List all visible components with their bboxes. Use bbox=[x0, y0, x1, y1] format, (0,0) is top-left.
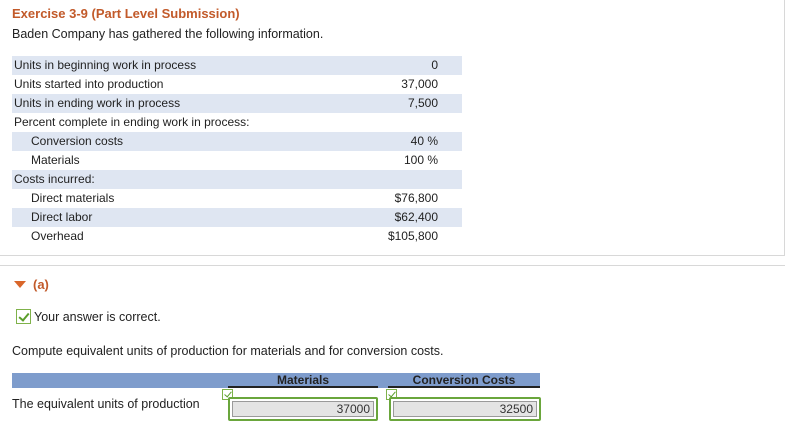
info-row-beginning-wip: Units in beginning work in process 0 bbox=[12, 56, 462, 75]
info-row-units-started: Units started into production 37,000 bbox=[12, 75, 462, 94]
part-toggle[interactable]: (a) bbox=[14, 277, 49, 292]
info-label: Direct labor bbox=[31, 210, 93, 224]
column-header-conversion-costs: Conversion Costs bbox=[388, 373, 540, 388]
info-row-conversion-costs: Conversion costs 40 % bbox=[12, 132, 462, 151]
info-label: Units in ending work in process bbox=[14, 96, 181, 110]
info-label: Direct materials bbox=[31, 191, 115, 205]
info-row-ending-wip: Units in ending work in process 7,500 bbox=[12, 94, 462, 113]
info-value: 37,000 bbox=[401, 77, 438, 91]
info-label: Overhead bbox=[31, 229, 84, 243]
info-value: $62,400 bbox=[394, 210, 438, 224]
part-panel bbox=[0, 265, 785, 433]
info-label: Units started into production bbox=[14, 77, 164, 91]
column-header-materials: Materials bbox=[228, 373, 378, 388]
triangle-down-icon[interactable] bbox=[14, 281, 26, 288]
info-value: $76,800 bbox=[394, 191, 438, 205]
info-row-percent-complete: Percent complete in ending work in proce… bbox=[12, 113, 462, 132]
info-row-costs-incurred: Costs incurred: bbox=[12, 170, 462, 189]
part-label: (a) bbox=[33, 277, 49, 292]
exercise-title: Exercise 3-9 (Part Level Submission) bbox=[12, 6, 240, 21]
info-row-direct-materials: Direct materials $76,800 bbox=[12, 189, 462, 208]
equivalent-units-label: The equivalent units of production bbox=[12, 397, 200, 411]
conversion-costs-answer-input[interactable] bbox=[393, 401, 537, 417]
materials-answer-input[interactable] bbox=[232, 401, 374, 417]
exercise-intro: Baden Company has gathered the following… bbox=[12, 27, 324, 41]
info-label: Percent complete in ending work in proce… bbox=[14, 115, 250, 129]
info-value: 7,500 bbox=[407, 96, 438, 110]
info-row-overhead: Overhead $105,800 bbox=[12, 227, 462, 246]
info-value: 0 bbox=[431, 58, 438, 72]
correct-status: Your answer is correct. bbox=[16, 309, 161, 324]
correct-status-text: Your answer is correct. bbox=[34, 310, 161, 324]
info-value: $105,800 bbox=[387, 229, 438, 243]
info-row-direct-labor: Direct labor $62,400 bbox=[12, 208, 462, 227]
materials-answer-box bbox=[228, 397, 378, 421]
question-prompt: Compute equivalent units of production f… bbox=[12, 344, 444, 358]
info-label: Units in beginning work in process bbox=[14, 58, 197, 72]
info-value: 100 % bbox=[403, 153, 438, 167]
check-icon bbox=[222, 389, 233, 400]
check-icon bbox=[16, 309, 31, 324]
answer-header-bar bbox=[12, 373, 540, 388]
info-value: 40 % bbox=[410, 134, 438, 148]
info-label: Conversion costs bbox=[31, 134, 124, 148]
info-label: Materials bbox=[31, 153, 80, 167]
info-table: Units in beginning work in process 0 Uni… bbox=[12, 56, 462, 246]
info-row-materials: Materials 100 % bbox=[12, 151, 462, 170]
info-label: Costs incurred: bbox=[14, 172, 95, 186]
conversion-costs-answer-box bbox=[389, 397, 541, 421]
